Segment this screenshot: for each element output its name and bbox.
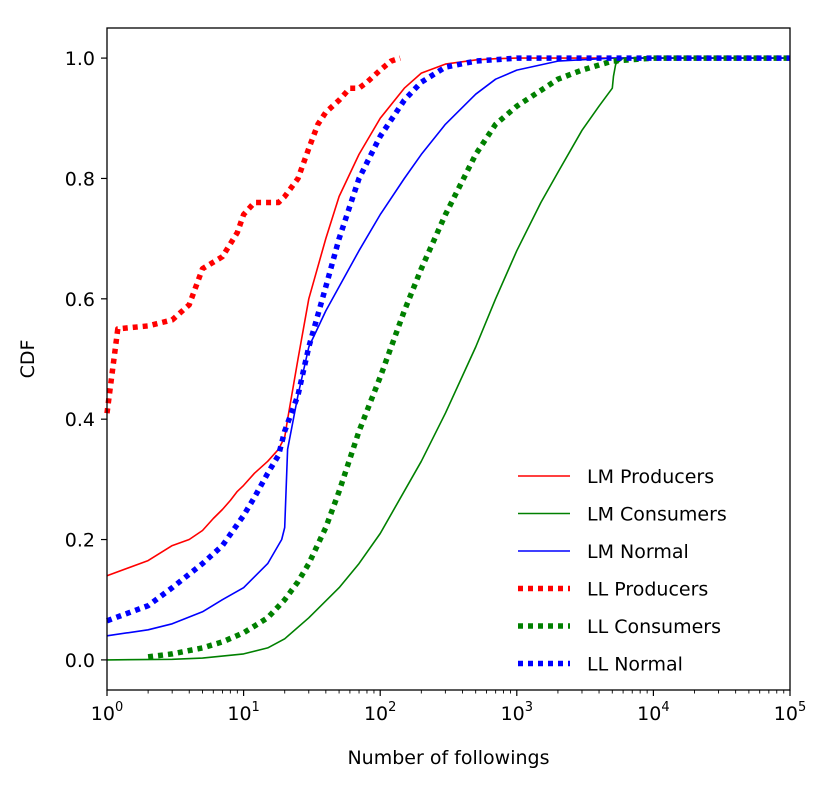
series-line-lm-producers: [106, 57, 790, 577]
tick-layer: 100 101 102 103 104 105 0.0 0.2 0.4 0.6 0.8 1.0: [65, 48, 806, 725]
legend: LM Producers LM Consumers LM Normal LL Prod…: [518, 466, 727, 676]
legend-label: LL Producers: [587, 579, 708, 601]
x-tick-label: 105: [774, 700, 806, 725]
x-tick-label: 102: [364, 700, 396, 725]
y-tick-label: 1.0: [65, 48, 95, 70]
legend-label: LM Normal: [587, 541, 689, 563]
x-tick-label: 104: [637, 700, 669, 725]
x-axis-title: Number of followings: [347, 747, 549, 769]
y-tick-label: 0.0: [65, 650, 95, 672]
x-tick-label: 103: [501, 700, 533, 725]
y-tick-label: 0.6: [65, 289, 95, 311]
series-line-ll-normal: [106, 55, 790, 624]
y-tick-label: 0.4: [65, 409, 95, 431]
y-axis-title: CDF: [17, 340, 39, 379]
y-tick-label: 0.2: [65, 530, 95, 552]
plot-area: [104, 55, 790, 661]
y-tick-label: 0.8: [65, 168, 95, 190]
legend-label: LL Normal: [587, 654, 683, 676]
series-line-ll-producers: [104, 55, 402, 414]
x-tick-label: 100: [91, 700, 123, 725]
series-line-lm-consumers: [106, 57, 790, 661]
legend-label: LM Consumers: [587, 504, 727, 526]
series-line-lm-normal: [106, 57, 790, 637]
series-line-ll-consumers: [147, 55, 790, 660]
legend-label: LM Producers: [587, 466, 714, 488]
legend-label: LL Consumers: [587, 616, 721, 638]
x-tick-label: 101: [227, 700, 259, 725]
axes-frame: [106, 27, 791, 691]
